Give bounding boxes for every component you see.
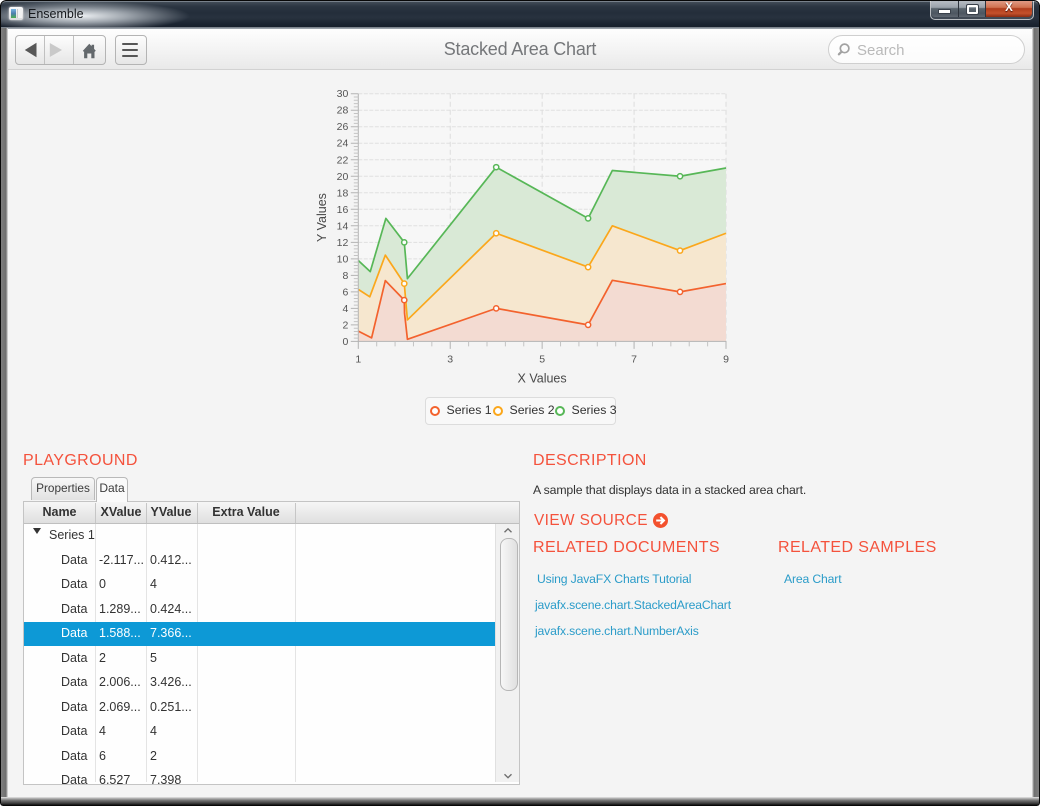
svg-text:26: 26 <box>337 121 349 133</box>
svg-text:14: 14 <box>337 220 349 232</box>
svg-text:1: 1 <box>355 353 361 365</box>
svg-text:Y Values: Y Values <box>315 193 329 242</box>
svg-text:20: 20 <box>337 171 349 183</box>
svg-text:X Values: X Values <box>518 372 567 386</box>
svg-text:12: 12 <box>337 237 349 249</box>
svg-text:7: 7 <box>631 353 637 365</box>
svg-text:30: 30 <box>337 88 349 100</box>
svg-text:8: 8 <box>342 270 348 282</box>
svg-text:22: 22 <box>337 154 349 166</box>
svg-text:9: 9 <box>723 353 729 365</box>
svg-text:3: 3 <box>447 353 453 365</box>
svg-text:6: 6 <box>342 286 348 298</box>
svg-text:0: 0 <box>342 336 348 348</box>
svg-text:10: 10 <box>337 253 349 265</box>
svg-text:4: 4 <box>342 303 348 315</box>
svg-text:2: 2 <box>342 319 348 331</box>
svg-text:28: 28 <box>337 105 349 117</box>
svg-text:16: 16 <box>337 204 349 216</box>
svg-text:5: 5 <box>539 353 545 365</box>
svg-text:24: 24 <box>337 138 349 150</box>
svg-text:18: 18 <box>337 187 349 199</box>
